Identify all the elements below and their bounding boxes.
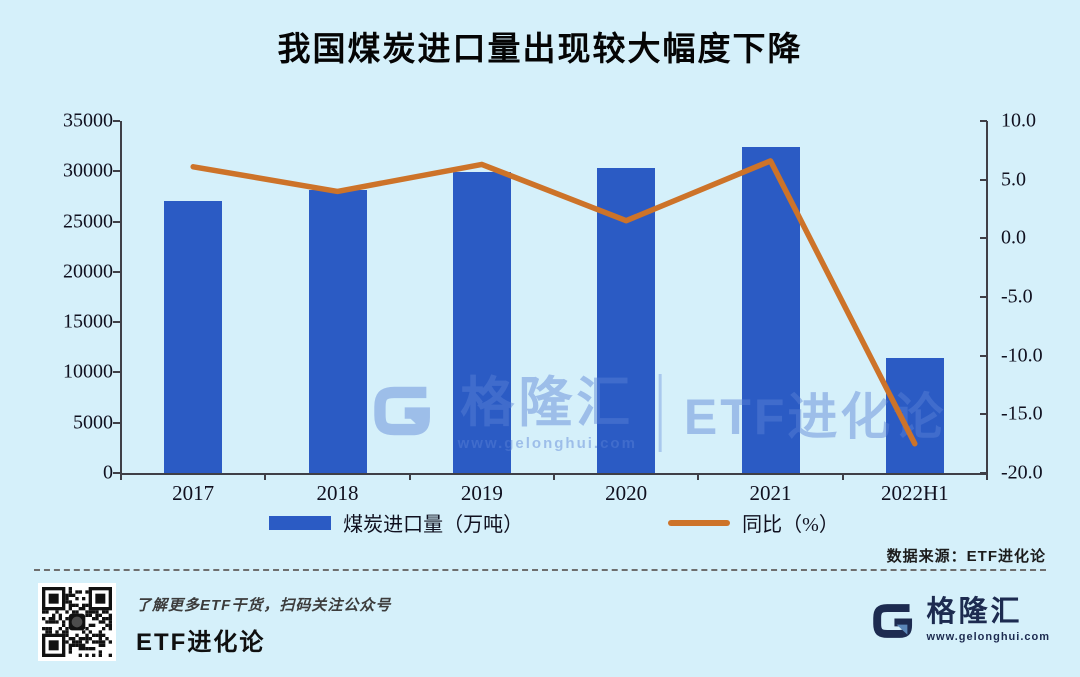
- right-axis-tick-label: -20.0: [1001, 461, 1043, 484]
- left-axis-tick: [113, 120, 120, 122]
- x-axis-tick: [120, 473, 122, 480]
- right-axis-tick-label: -5.0: [1001, 285, 1033, 308]
- legend-bar-label: 煤炭进口量（万吨）: [343, 514, 524, 536]
- logo-url-text: www.gelonghui.com: [926, 631, 1050, 643]
- x-axis-tick: [697, 473, 700, 480]
- right-axis-tick-label: 0.0: [1001, 226, 1026, 249]
- x-axis-category-label: 2017: [172, 481, 215, 505]
- qr-code: [38, 583, 116, 661]
- watermark: 格隆汇 www.gelonghui.com ETF进化论: [370, 374, 947, 452]
- gelonghui-g-logo-icon: [870, 598, 916, 649]
- footer-account-name: ETF进化论: [136, 629, 266, 656]
- x-axis-category-label: 2019: [460, 481, 503, 505]
- chart-title: 我国煤炭进口量出现较大幅度下降: [277, 30, 803, 67]
- watermark-url: www.gelonghui.com: [457, 434, 637, 452]
- right-axis-tick-label: -15.0: [1001, 402, 1043, 425]
- legend-bar-swatch: [269, 515, 332, 530]
- right-axis-tick: [980, 413, 987, 416]
- right-axis-tick: [980, 120, 987, 122]
- left-axis-tick: [113, 321, 120, 324]
- x-axis-category-label: 2018: [316, 481, 359, 505]
- left-axis-tick-label: 5000: [73, 411, 113, 434]
- right-axis-line: [986, 121, 988, 473]
- data-source-note: 数据来源：ETF进化论: [886, 548, 1046, 565]
- left-axis-tick-label: 10000: [63, 360, 113, 383]
- right-axis-tick: [980, 178, 987, 181]
- right-axis-tick: [980, 354, 987, 357]
- left-axis-tick: [113, 220, 120, 223]
- logo-brand-text: 格隆汇: [926, 596, 1023, 628]
- left-axis-tick-label: 0: [103, 461, 113, 484]
- legend-item-bar: 煤炭进口量（万吨）: [269, 508, 523, 537]
- legend-line-swatch: [668, 519, 731, 526]
- left-axis-tick: [113, 421, 120, 424]
- bar-2017: [164, 201, 223, 473]
- gelonghui-g-logo-icon: [370, 378, 436, 449]
- left-axis-tick: [113, 270, 120, 273]
- left-axis-tick-label: 30000: [63, 159, 113, 182]
- right-axis-tick: [980, 237, 987, 240]
- chart-legend: 煤炭进口量（万吨） 同比（%）: [121, 508, 987, 537]
- plot-area: 格隆汇 www.gelonghui.com ETF进化论 35000 30000 2…: [63, 110, 1043, 506]
- left-axis-tick-label: 35000: [63, 109, 113, 132]
- left-axis-tick: [113, 472, 120, 474]
- bar-2018: [308, 190, 367, 473]
- bar-2019: [452, 172, 511, 473]
- left-axis-tick-label: 25000: [63, 210, 113, 233]
- right-axis-tick: [980, 296, 987, 298]
- yoy-line-series: [190, 158, 918, 447]
- x-axis-tick: [841, 473, 844, 480]
- qr-code-icon: [42, 587, 112, 657]
- left-axis-tick-label: 20000: [63, 260, 113, 283]
- left-axis-tick: [113, 371, 120, 374]
- right-axis-tick-label: 5.0: [1001, 168, 1026, 191]
- x-axis-tick: [264, 473, 267, 480]
- legend-line-label: 同比（%）: [742, 514, 839, 536]
- x-axis-category-label: 2020: [605, 481, 648, 505]
- bar-2022H1: [885, 358, 944, 473]
- watermark-brand: 格隆汇: [460, 372, 635, 433]
- x-axis-category-label: 2021: [749, 481, 792, 505]
- watermark-divider: [658, 374, 662, 452]
- right-axis-tick: [980, 472, 987, 474]
- x-axis-tick: [553, 473, 555, 480]
- gelonghui-logo: 格隆汇 www.gelonghui.com: [870, 598, 1050, 649]
- x-axis-tick: [408, 473, 411, 480]
- x-axis-category-label: 2022H1: [880, 481, 949, 505]
- left-axis-line: [120, 121, 122, 473]
- dashed-divider: [34, 569, 1046, 571]
- x-axis-tick: [986, 473, 988, 480]
- right-axis-tick-label: 10.0: [1001, 109, 1036, 132]
- left-axis-tick: [113, 170, 120, 173]
- right-axis-tick-label: -10.0: [1001, 344, 1043, 367]
- legend-item-line: 同比（%）: [668, 508, 839, 537]
- left-axis-tick-label: 15000: [63, 310, 113, 333]
- footer-caption: 了解更多ETF干货，扫码关注公众号: [136, 597, 392, 614]
